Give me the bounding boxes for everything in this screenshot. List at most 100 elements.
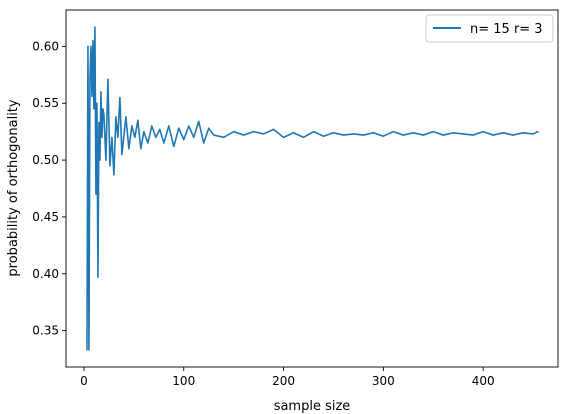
y-tick-label: 0.55	[32, 96, 59, 110]
data-point	[86, 349, 88, 351]
data-point	[111, 136, 113, 138]
data-point	[452, 132, 454, 134]
data-point	[134, 136, 136, 138]
data-point	[512, 134, 514, 136]
data-point	[198, 120, 200, 123]
data-point	[253, 131, 255, 133]
data-point	[362, 134, 364, 136]
data-point	[125, 116, 127, 118]
data-point	[88, 349, 90, 351]
data-point	[123, 135, 125, 137]
x-tick-label: 400	[472, 374, 495, 388]
data-point	[93, 108, 95, 110]
data-point	[332, 132, 335, 134]
series-points	[86, 26, 539, 351]
data-point	[208, 127, 210, 129]
data-point	[91, 95, 93, 98]
data-point	[101, 136, 103, 138]
data-point	[537, 131, 539, 133]
data-point	[89, 78, 91, 80]
data-point	[188, 125, 190, 127]
data-point	[223, 136, 225, 138]
data-point	[492, 134, 494, 136]
data-point	[109, 165, 111, 167]
data-point	[322, 135, 325, 137]
y-tick-label: 0.40	[32, 267, 59, 281]
data-point	[115, 116, 117, 118]
data-point	[131, 125, 133, 127]
data-point	[102, 108, 104, 110]
data-point	[203, 142, 205, 144]
data-point	[117, 136, 119, 138]
data-point	[312, 131, 315, 133]
data-point	[392, 131, 394, 133]
data-point	[502, 132, 504, 134]
legend: n= 15 r= 3	[425, 14, 554, 43]
x-tick-label: 300	[372, 374, 395, 388]
data-point	[183, 139, 185, 141]
data-point	[282, 136, 285, 138]
data-point	[97, 276, 99, 278]
data-point	[147, 142, 149, 144]
y-axis-label: probability of orthogonality	[6, 99, 21, 276]
data-point	[121, 153, 123, 155]
data-point	[193, 136, 195, 138]
data-point	[163, 142, 165, 144]
data-point	[168, 125, 170, 127]
x-axis-ticks: 0 100 200 300 400	[80, 367, 495, 388]
data-point	[178, 127, 180, 129]
x-tick-label: 200	[272, 374, 295, 388]
data-point	[137, 119, 139, 121]
data-point	[412, 132, 414, 134]
data-point	[292, 132, 295, 134]
data-point	[143, 131, 145, 133]
legend-label: n= 15 r= 3	[470, 22, 543, 37]
data-point	[522, 132, 524, 134]
data-point	[113, 174, 115, 176]
data-point	[95, 193, 97, 195]
data-point	[302, 136, 305, 138]
axes-frame	[65, 9, 559, 368]
data-point	[155, 136, 157, 138]
data-point	[213, 134, 215, 136]
data-point	[119, 96, 121, 99]
data-point	[342, 134, 345, 136]
data-point	[159, 128, 161, 130]
data-point	[107, 78, 109, 80]
data-point	[100, 91, 102, 93]
data-point	[382, 135, 384, 137]
data-point	[103, 114, 105, 116]
data-point	[372, 132, 374, 134]
legend-box	[425, 14, 554, 43]
data-point	[140, 148, 142, 150]
data-point	[173, 145, 175, 148]
series-layer	[86, 26, 539, 351]
data-point	[263, 133, 265, 135]
data-point	[96, 102, 98, 104]
y-tick-label: 0.35	[32, 324, 59, 338]
x-tick-label: 0	[80, 374, 88, 388]
data-point	[402, 134, 404, 136]
data-point	[90, 45, 92, 47]
data-point	[482, 131, 484, 133]
y-tick-label: 0.45	[32, 210, 59, 224]
y-axis-ticks: 0.35 0.40 0.45 0.50 0.55 0.60	[32, 39, 66, 338]
data-point	[422, 134, 424, 136]
data-point	[151, 125, 153, 127]
y-tick-label: 0.50	[32, 153, 59, 167]
x-tick-label: 100	[172, 374, 195, 388]
data-point	[98, 121, 100, 124]
data-point	[99, 159, 101, 161]
data-point	[532, 133, 534, 135]
data-point	[92, 40, 94, 42]
data-point	[94, 26, 96, 28]
data-point	[128, 148, 130, 150]
data-point	[462, 133, 464, 135]
data-point	[442, 134, 444, 136]
data-point	[243, 134, 245, 136]
data-point	[472, 134, 474, 136]
x-axis-label: sample size	[274, 399, 351, 414]
data-point	[432, 131, 434, 133]
data-point	[352, 133, 355, 135]
